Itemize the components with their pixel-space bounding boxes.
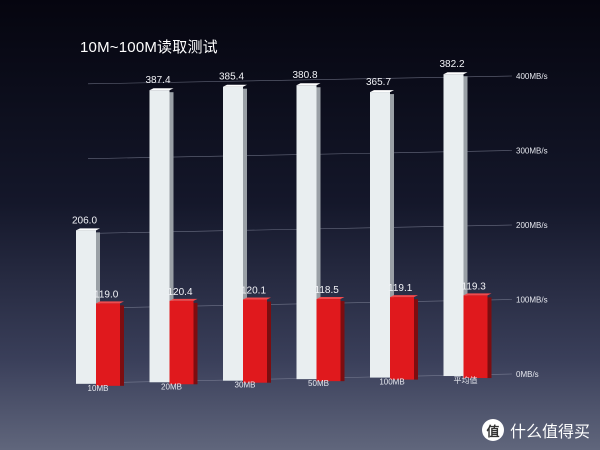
bar-red-top (390, 295, 418, 298)
x-tick-label: 30MB (235, 381, 256, 390)
data-label-white: 382.2 (440, 59, 465, 70)
x-tick-label: 50MB (308, 379, 329, 388)
x-tick-label: 平均值 (454, 375, 478, 385)
data-label-white: 385.4 (219, 72, 244, 83)
data-label-red: 119.1 (388, 283, 413, 294)
bar-red-side (340, 301, 345, 382)
bar-red-top (169, 298, 198, 301)
bar-red (169, 300, 194, 385)
bar-white (296, 85, 317, 380)
bar-white-side (390, 94, 394, 378)
data-label-red: 119.3 (462, 281, 487, 292)
bar-white-side (243, 88, 247, 381)
watermark: 值 什么值得买 (481, 418, 590, 442)
y-tick-label: 200MB/s (516, 221, 548, 230)
x-tick-label: 20MB (161, 382, 182, 391)
bar-white-top (223, 84, 247, 87)
labels: 206.0 119.0 10MB 387.4 120.4 20MB 385.4 120.1 30… (72, 59, 486, 393)
watermark-logo-icon: 值 (481, 419, 504, 441)
bar-red-top (316, 297, 345, 300)
bar-white (149, 90, 170, 383)
bar-red-side (120, 305, 124, 386)
bar-white (370, 92, 390, 378)
bar-red-side (193, 302, 198, 385)
bar-red (463, 295, 488, 379)
y-tick-label: 300MB/s (516, 147, 548, 156)
bar-red (96, 303, 120, 386)
bar-red-side (267, 301, 271, 383)
y-tick-label: 100MB/s (516, 296, 548, 305)
bar-white-top (370, 90, 394, 93)
bar-white-side (169, 92, 174, 383)
bar-white-top (149, 88, 174, 91)
bar-red (390, 297, 414, 380)
data-label-red: 120.4 (168, 287, 193, 298)
bar-red-top (243, 297, 271, 300)
gridline (87, 75, 513, 85)
watermark-text: 什么值得买 (509, 424, 590, 441)
bar-white-top (296, 83, 321, 86)
bars (76, 72, 492, 386)
bar-white (443, 74, 464, 377)
bar-white (76, 230, 96, 384)
bar-white-side (463, 76, 468, 377)
bar-red-side (487, 297, 492, 379)
bar-red (243, 299, 267, 383)
bar-white-top (76, 228, 100, 231)
data-label-red: 120.1 (241, 285, 266, 296)
bar-white-top (443, 72, 468, 75)
bar-red-top (96, 301, 124, 304)
data-label-white: 380.8 (293, 70, 318, 81)
chart-title: 10M~100M读取测试 (80, 39, 218, 56)
data-label-white: 206.0 (72, 215, 97, 226)
data-label-white: 387.4 (146, 75, 171, 86)
data-label-white: 365.7 (366, 77, 391, 88)
bar-red-side (414, 299, 418, 380)
data-label-red: 119.0 (94, 289, 119, 300)
y-tick-label: 400MB/s (516, 72, 548, 81)
bar-white-side (316, 87, 321, 380)
x-tick-label: 100MB (379, 378, 404, 387)
data-label-red: 118.5 (315, 285, 340, 296)
y-tick-label: 0MB/s (516, 370, 539, 379)
bar-white (223, 86, 243, 381)
bar-red (316, 299, 341, 382)
x-tick-label: 10MB (88, 384, 109, 393)
bar-red-top (463, 293, 492, 296)
